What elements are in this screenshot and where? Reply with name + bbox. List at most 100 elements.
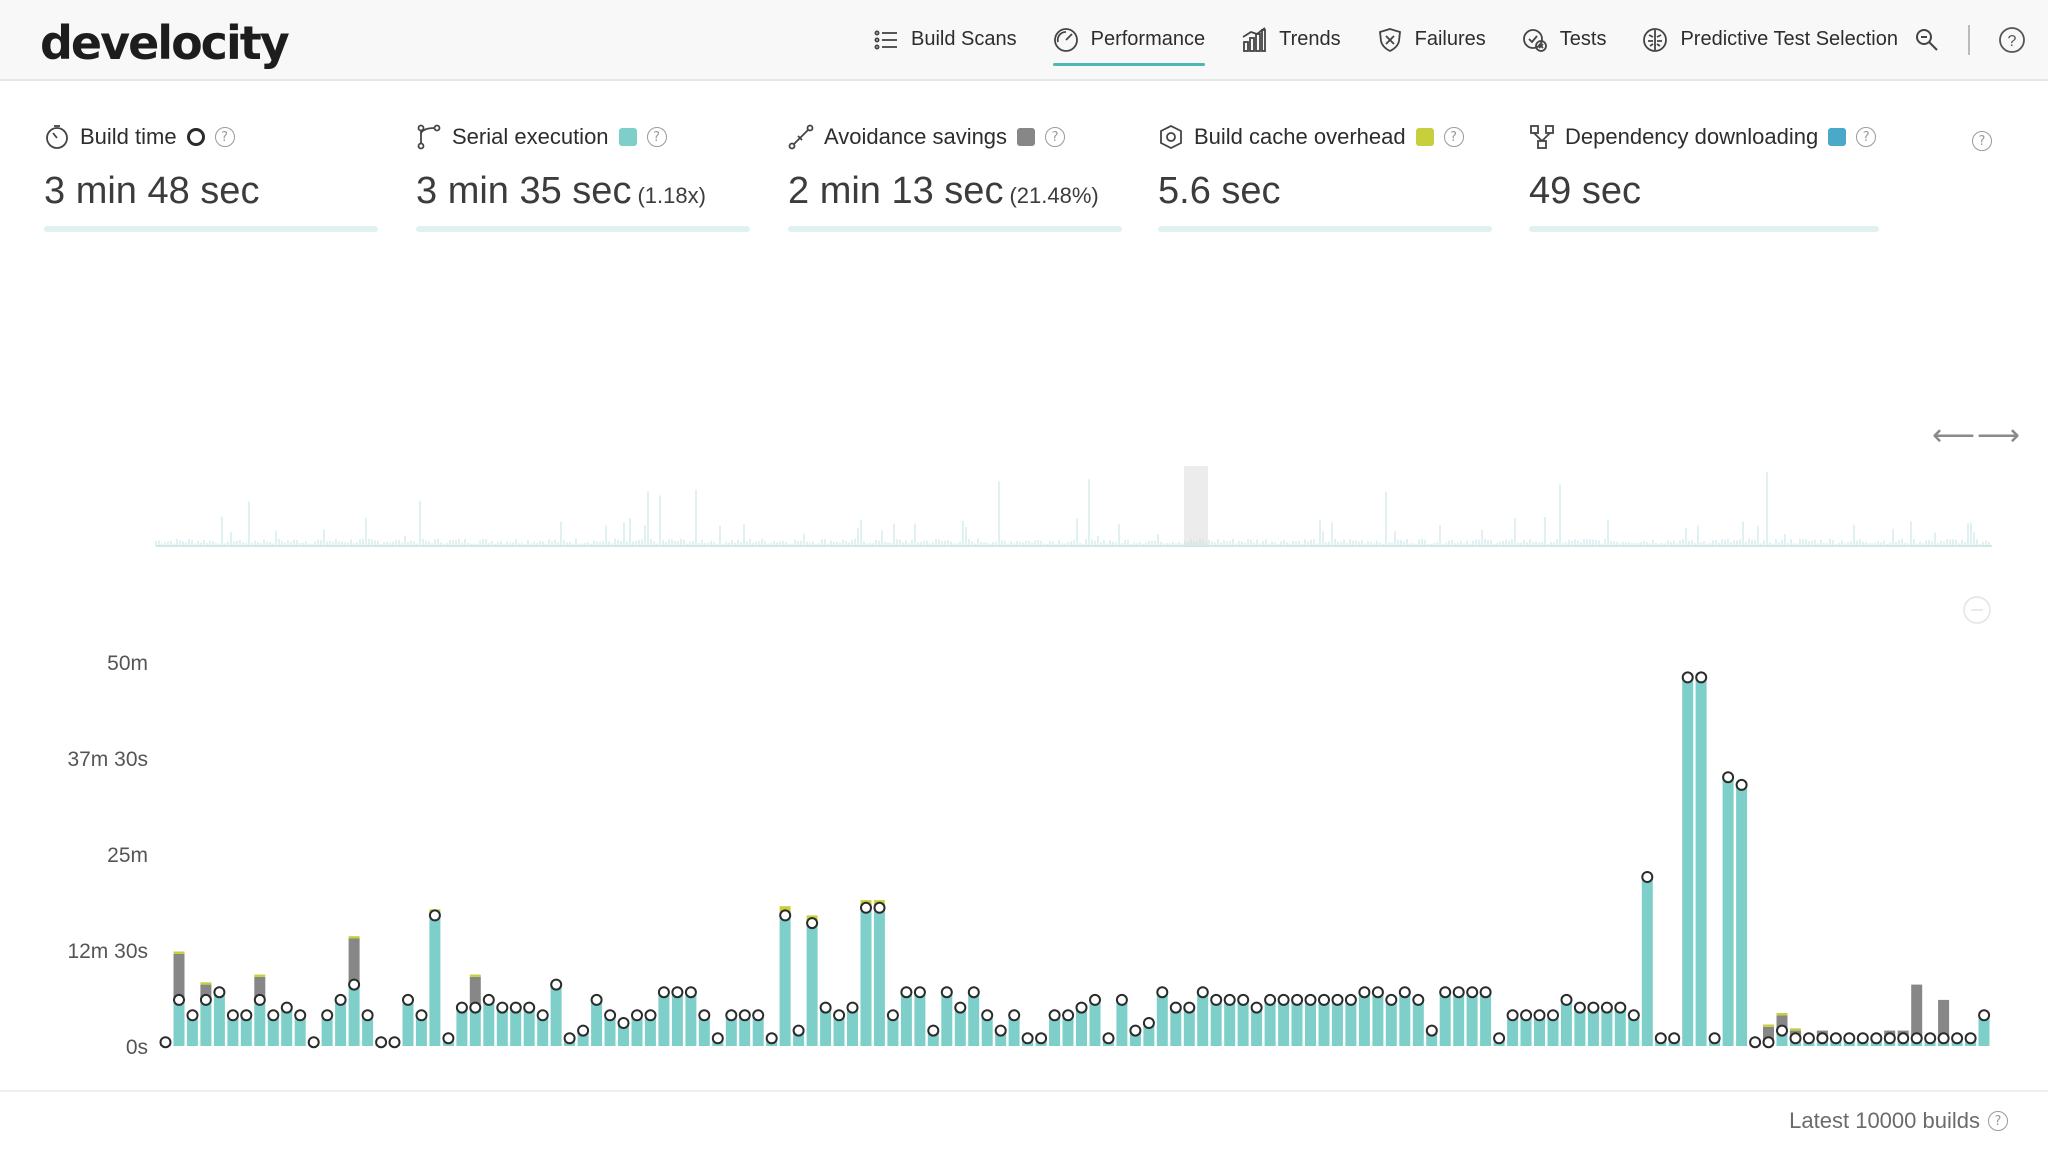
- bar-segment-serial-execution[interactable]: [1116, 999, 1128, 1046]
- build-time-marker[interactable]: [253, 993, 266, 1006]
- bar-segment-serial-execution[interactable]: [618, 1023, 629, 1046]
- build-time-marker[interactable]: [1816, 1032, 1829, 1045]
- build-time-marker[interactable]: [913, 986, 926, 999]
- bar-segment-serial-execution[interactable]: [671, 992, 683, 1046]
- bar-segment-serial-execution[interactable]: [173, 999, 185, 1046]
- build-time-marker[interactable]: [1008, 1009, 1021, 1022]
- build-time-marker[interactable]: [1870, 1032, 1883, 1045]
- build-time-marker[interactable]: [1196, 986, 1209, 999]
- build-time-marker[interactable]: [819, 1001, 832, 1014]
- bar-segment-serial-execution[interactable]: [954, 1007, 966, 1046]
- bar-segment-serial-execution[interactable]: [294, 1015, 306, 1046]
- build-time-marker[interactable]: [267, 1009, 280, 1022]
- build-time-marker[interactable]: [1304, 993, 1317, 1006]
- bar-segment-serial-execution[interactable]: [1520, 1015, 1532, 1046]
- build-time-marker[interactable]: [1951, 1032, 1964, 1045]
- bar-segment-serial-execution[interactable]: [1372, 992, 1384, 1046]
- bar-segment-serial-execution[interactable]: [1331, 999, 1343, 1046]
- build-time-marker[interactable]: [1897, 1032, 1910, 1045]
- build-time-marker[interactable]: [1668, 1032, 1681, 1045]
- bar-segment-serial-execution[interactable]: [415, 1015, 427, 1046]
- build-time-marker[interactable]: [1156, 986, 1169, 999]
- bar-segment-serial-execution[interactable]: [1547, 1015, 1559, 1046]
- build-time-marker[interactable]: [1843, 1032, 1856, 1045]
- bar-segment-serial-execution[interactable]: [267, 1015, 279, 1046]
- bar-segment-serial-execution[interactable]: [1197, 992, 1209, 1046]
- bar-segment-build-cache-overhead[interactable]: [469, 974, 481, 977]
- build-time-marker[interactable]: [1533, 1009, 1546, 1022]
- build-time-marker[interactable]: [1506, 1009, 1519, 1022]
- build-time-marker[interactable]: [1964, 1032, 1977, 1045]
- bar-segment-serial-execution[interactable]: [1614, 1007, 1626, 1046]
- build-time-marker[interactable]: [1520, 1009, 1533, 1022]
- build-time-marker[interactable]: [550, 978, 563, 991]
- build-time-marker[interactable]: [428, 909, 441, 922]
- bar-segment-serial-execution[interactable]: [1574, 1007, 1586, 1046]
- build-time-marker[interactable]: [1210, 993, 1223, 1006]
- bar-segment-serial-execution[interactable]: [469, 1007, 481, 1046]
- bar-segment-avoidance-savings[interactable]: [1911, 984, 1923, 1039]
- build-time-marker[interactable]: [1371, 986, 1384, 999]
- bar-segment-serial-execution[interactable]: [577, 1030, 589, 1046]
- build-time-marker[interactable]: [415, 1009, 428, 1022]
- bar-segment-avoidance-savings[interactable]: [173, 953, 185, 1000]
- bar-segment-serial-execution[interactable]: [537, 1015, 549, 1046]
- build-time-marker[interactable]: [1358, 986, 1371, 999]
- bar-segment-serial-execution[interactable]: [321, 1015, 333, 1046]
- bar-segment-serial-execution[interactable]: [550, 984, 562, 1046]
- bar-segment-serial-execution[interactable]: [1089, 999, 1101, 1046]
- bar-segment-build-cache-overhead[interactable]: [254, 974, 266, 977]
- build-time-marker[interactable]: [711, 1032, 724, 1045]
- build-time-marker[interactable]: [1237, 993, 1250, 1006]
- build-time-marker[interactable]: [1978, 1009, 1991, 1022]
- build-time-marker[interactable]: [402, 993, 414, 1006]
- build-time-marker[interactable]: [469, 1001, 482, 1014]
- bar-segment-serial-execution[interactable]: [1278, 999, 1290, 1046]
- bar-segment-serial-execution[interactable]: [1601, 1007, 1613, 1046]
- bar-segment-serial-execution[interactable]: [779, 915, 791, 1046]
- bar-segment-avoidance-savings[interactable]: [348, 938, 360, 985]
- build-time-marker[interactable]: [1331, 993, 1344, 1006]
- build-time-marker[interactable]: [1264, 993, 1277, 1006]
- bar-segment-avoidance-savings[interactable]: [469, 976, 481, 1008]
- build-time-marker[interactable]: [173, 993, 185, 1006]
- bar-segment-serial-execution[interactable]: [1776, 1030, 1788, 1046]
- bar-segment-serial-execution[interactable]: [1170, 1007, 1182, 1046]
- bar-segment-serial-execution[interactable]: [281, 1007, 293, 1046]
- build-time-marker[interactable]: [1789, 1032, 1802, 1045]
- page-help-icon[interactable]: ?: [1972, 131, 1992, 151]
- bar-segment-build-cache-overhead[interactable]: [1789, 1028, 1801, 1031]
- logo[interactable]: develocity: [40, 16, 290, 70]
- build-time-marker[interactable]: [1493, 1032, 1506, 1045]
- metric-help-icon[interactable]: ?: [646, 127, 667, 147]
- build-time-marker[interactable]: [334, 993, 347, 1006]
- metric-help-icon[interactable]: ?: [214, 127, 235, 147]
- build-time-marker[interactable]: [1479, 986, 1492, 999]
- bar-segment-serial-execution[interactable]: [1345, 999, 1357, 1046]
- build-time-marker[interactable]: [509, 1001, 522, 1014]
- bar-segment-serial-execution[interactable]: [348, 984, 360, 1046]
- bar-segment-serial-execution[interactable]: [1224, 999, 1236, 1046]
- build-time-marker[interactable]: [388, 1036, 401, 1049]
- build-time-marker[interactable]: [159, 1036, 172, 1049]
- bar-segment-serial-execution[interactable]: [1210, 999, 1222, 1046]
- build-time-marker[interactable]: [671, 986, 684, 999]
- nav-predictive-test-selection[interactable]: Predictive Test Selection: [1642, 0, 1898, 79]
- pan-arrows-icon[interactable]: ⟵⟶: [1932, 418, 2023, 453]
- build-time-marker[interactable]: [1883, 1032, 1896, 1045]
- build-time-marker[interactable]: [186, 1009, 199, 1022]
- bar-segment-serial-execution[interactable]: [1426, 1030, 1438, 1046]
- build-time-marker[interactable]: [1089, 993, 1101, 1006]
- build-time-marker[interactable]: [1695, 671, 1708, 684]
- build-time-marker[interactable]: [1062, 1009, 1075, 1022]
- bar-segment-serial-execution[interactable]: [523, 1007, 535, 1046]
- bar-segment-serial-execution[interactable]: [725, 1015, 737, 1046]
- build-time-marker[interactable]: [738, 1009, 751, 1022]
- nav-tests[interactable]: Tests: [1522, 0, 1606, 79]
- build-time-marker[interactable]: [1035, 1032, 1048, 1045]
- build-time-marker[interactable]: [1573, 1001, 1586, 1014]
- build-time-marker[interactable]: [1560, 993, 1573, 1006]
- build-time-marker[interactable]: [1749, 1036, 1762, 1049]
- bar-segment-serial-execution[interactable]: [227, 1015, 239, 1046]
- bar-segment-serial-execution[interactable]: [240, 1015, 252, 1046]
